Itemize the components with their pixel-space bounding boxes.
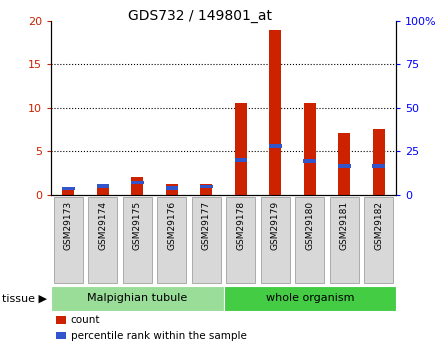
Bar [304, 104, 316, 195]
Text: whole organism: whole organism [266, 294, 354, 303]
Bar [303, 159, 316, 163]
Bar [373, 129, 385, 195]
Bar [261, 197, 290, 283]
Bar [62, 187, 75, 190]
Bar [200, 185, 213, 188]
Bar [97, 185, 109, 195]
Bar [227, 197, 255, 283]
Bar [200, 185, 212, 195]
Bar [295, 197, 324, 283]
Bar [89, 197, 117, 283]
Bar [62, 188, 74, 195]
Bar [269, 145, 282, 148]
Text: GSM29179: GSM29179 [271, 201, 280, 250]
Bar [56, 332, 66, 339]
Text: GDS732 / 149801_at: GDS732 / 149801_at [128, 9, 272, 23]
Bar [51, 286, 224, 310]
Bar [131, 177, 143, 195]
Bar [224, 286, 396, 310]
Text: GSM29178: GSM29178 [236, 201, 245, 250]
Text: GSM29181: GSM29181 [340, 201, 349, 250]
Text: percentile rank within the sample: percentile rank within the sample [71, 331, 247, 341]
Text: GSM29180: GSM29180 [305, 201, 314, 250]
Bar [54, 197, 83, 283]
Bar [166, 185, 178, 195]
Bar [330, 197, 359, 283]
Text: count: count [71, 315, 100, 325]
Bar [364, 197, 393, 283]
Text: GSM29174: GSM29174 [98, 201, 107, 250]
Text: GSM29175: GSM29175 [133, 201, 142, 250]
Bar [158, 197, 186, 283]
Text: GSM29173: GSM29173 [64, 201, 73, 250]
Text: GSM29177: GSM29177 [202, 201, 211, 250]
Text: tissue ▶: tissue ▶ [2, 294, 47, 303]
Bar [235, 158, 247, 162]
Bar [269, 30, 281, 195]
Bar [338, 133, 350, 195]
Bar [131, 181, 144, 185]
Bar [235, 102, 247, 195]
Text: Malpighian tubule: Malpighian tubule [87, 294, 187, 303]
Bar [372, 165, 385, 168]
Text: GSM29176: GSM29176 [167, 201, 176, 250]
Bar [97, 185, 109, 188]
Bar [123, 197, 152, 283]
Text: GSM29182: GSM29182 [374, 201, 383, 250]
Bar [166, 186, 178, 190]
Bar [338, 165, 351, 168]
Bar [56, 316, 66, 324]
Bar [192, 197, 221, 283]
